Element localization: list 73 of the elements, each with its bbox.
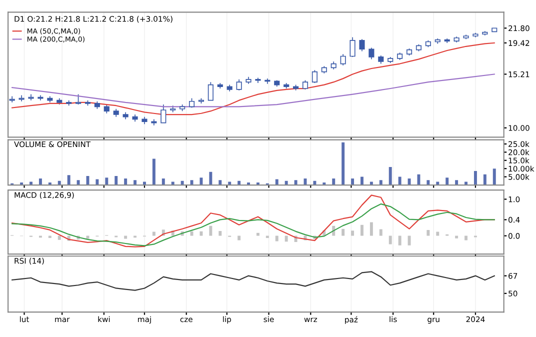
line-series [12, 271, 495, 291]
bar [190, 180, 194, 186]
candlestick [302, 80, 308, 90]
bar [275, 236, 278, 242]
bar [294, 180, 298, 186]
bar [379, 229, 382, 236]
bar [152, 158, 156, 186]
bar [332, 178, 336, 186]
bar [171, 182, 174, 186]
bar [228, 182, 232, 186]
bar [342, 228, 345, 236]
candlestick [188, 98, 195, 108]
bar [388, 236, 392, 244]
bar [370, 222, 373, 236]
bar [284, 236, 288, 242]
bar [209, 172, 212, 186]
candlestick [160, 104, 166, 124]
bar [114, 176, 118, 186]
bar [67, 175, 70, 186]
bar [238, 236, 241, 240]
bar [436, 232, 440, 236]
bar [218, 180, 222, 186]
bar [256, 232, 260, 236]
bar [464, 182, 468, 186]
candlestick [28, 94, 34, 101]
candlestick [350, 36, 356, 58]
bar [455, 236, 458, 238]
bar [218, 231, 222, 236]
bar [30, 182, 32, 186]
bar [351, 230, 354, 236]
bar [152, 232, 156, 236]
bar [398, 236, 402, 246]
bar [408, 178, 411, 186]
candlestick [312, 70, 318, 84]
bar [370, 182, 373, 186]
candlestick [340, 54, 346, 66]
bar [58, 236, 61, 240]
bar [379, 180, 382, 186]
bar [162, 178, 165, 186]
bar [76, 180, 80, 186]
bar [446, 178, 449, 186]
bar [426, 230, 430, 236]
bar [408, 236, 411, 246]
bar [492, 168, 496, 186]
bar [351, 178, 354, 186]
bar [464, 236, 468, 240]
bar [190, 231, 194, 236]
bar [436, 182, 440, 186]
bar [342, 142, 345, 186]
candlestick [359, 38, 365, 52]
line-series [12, 74, 495, 108]
bar [398, 176, 402, 186]
bar [360, 176, 364, 186]
candlestick [236, 79, 242, 91]
bar [360, 224, 364, 236]
bar [417, 174, 420, 186]
bar [143, 182, 146, 186]
bar [209, 226, 212, 236]
bar [200, 178, 203, 186]
candlestick [368, 47, 374, 60]
bar [200, 231, 203, 236]
bar [388, 166, 392, 186]
bar [483, 174, 486, 186]
bar [105, 178, 108, 186]
bar [426, 180, 430, 186]
bar [124, 178, 128, 186]
bar [38, 178, 42, 186]
candlestick [76, 94, 82, 105]
bar [455, 180, 458, 186]
candlestick [208, 82, 214, 101]
bar [134, 180, 137, 186]
bar [474, 171, 477, 186]
line-series [12, 203, 495, 246]
